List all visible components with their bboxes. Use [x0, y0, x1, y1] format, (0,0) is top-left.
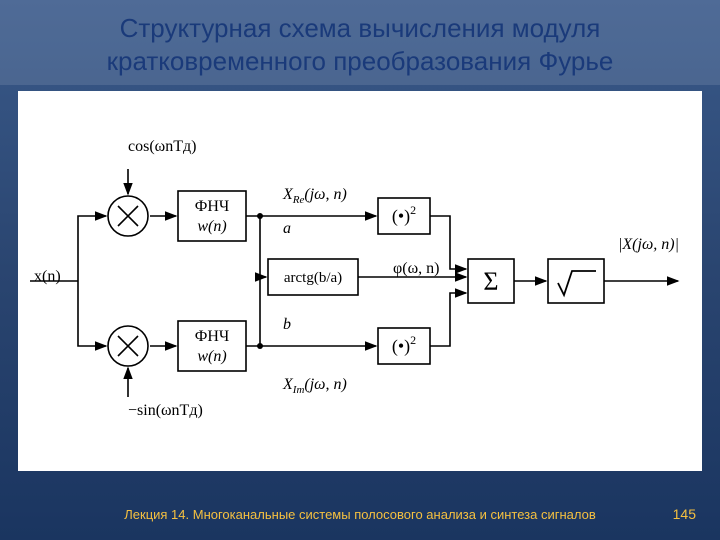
svg-text:Σ: Σ [483, 267, 498, 296]
diagram-panel: x(n) cos(ωnTд) −sin(ωnTд) ФНЧ w(n) ФНЧ w(n) XRe… [18, 91, 702, 471]
svg-text:a: a [283, 220, 291, 237]
svg-text:w(n): w(n) [197, 348, 226, 365]
title-line-1: Структурная схема вычисления модуля [120, 13, 601, 43]
svg-text:b: b [283, 316, 291, 333]
page-number: 145 [673, 506, 696, 522]
block-diagram: x(n) cos(ωnTд) −sin(ωnTд) ФНЧ w(n) ФНЧ w(n) XRe… [18, 91, 702, 471]
svg-text:φ(ω, n): φ(ω, n) [393, 260, 439, 277]
svg-text:ФНЧ: ФНЧ [195, 328, 230, 345]
svg-text:cos(ωnTд): cos(ωnTд) [128, 138, 196, 155]
svg-text:w(n): w(n) [197, 218, 226, 235]
svg-text:ФНЧ: ФНЧ [195, 198, 230, 215]
svg-text:x(n): x(n) [34, 268, 61, 285]
svg-text:|X(jω, n)|: |X(jω, n)| [618, 236, 679, 253]
footer-text: Лекция 14. Многоканальные системы полосо… [0, 507, 720, 522]
svg-text:arctg(b/a): arctg(b/a) [284, 270, 342, 286]
svg-text:XRe(jω, n): XRe(jω, n) [282, 186, 347, 206]
svg-text:−sin(ωnTд): −sin(ωnTд) [128, 402, 203, 419]
title-line-2: кратковременного преобразования Фурье [107, 46, 614, 76]
slide-title: Структурная схема вычисления модуля крат… [0, 0, 720, 85]
svg-text:XIm(jω, n): XIm(jω, n) [282, 376, 347, 396]
